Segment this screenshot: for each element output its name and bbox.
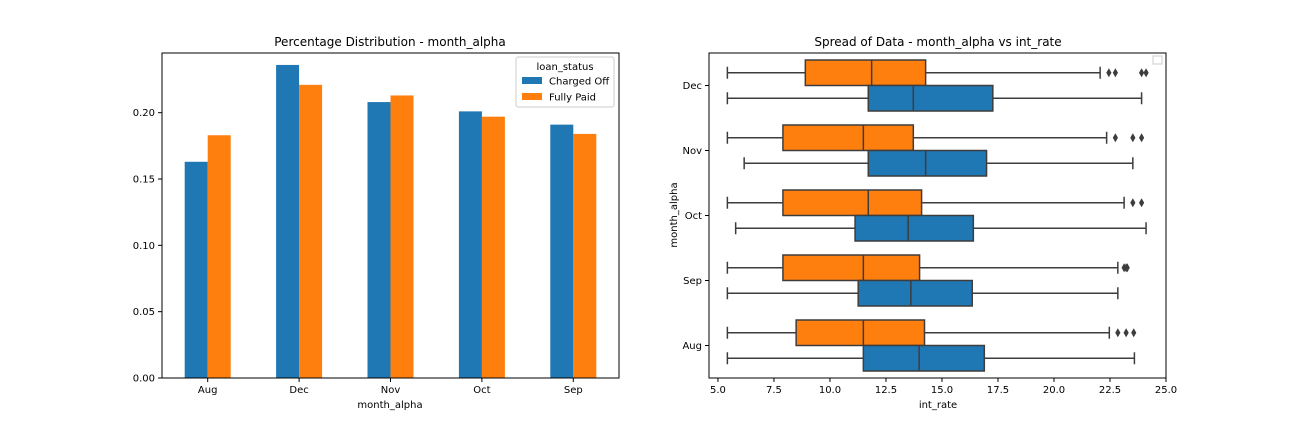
box-fully-paid-dec-outlier-0: [1106, 68, 1112, 78]
box-charged-off-nov-iqr: [867, 149, 988, 177]
x-tick-label-6: 20.0: [1043, 385, 1065, 396]
bar-chart-x-ticks: Aug Dec Nov Oct Sep: [198, 378, 583, 396]
bar-charged-off-oct: [458, 111, 482, 379]
box-fully-paid-dec-outlier-2: [1138, 68, 1145, 78]
y-tick-label-2: 0.10: [133, 241, 155, 252]
x-tick-label-5: 17.5: [987, 385, 1009, 396]
bar-chart-frame: [161, 52, 620, 379]
box-chart-x-axis-title: int_rate: [919, 400, 957, 411]
x-tick-label-8: 25.0: [1155, 385, 1177, 396]
box-chart-boxes: [726, 59, 1149, 372]
y-tick-label-1: 0.05: [133, 307, 155, 318]
box-fully-paid-sep-outlier-2: [1124, 263, 1130, 273]
x-tick-label-0: 5.0: [710, 385, 726, 396]
x-tick-label-3: 12.5: [875, 385, 897, 396]
box-charged-off-dec-iqr: [867, 84, 994, 112]
y-tick-label-4: 0.20: [133, 108, 155, 119]
box-fully-paid-nov-outlier-0: [1112, 133, 1118, 143]
x-tick-label-4: 15.0: [931, 385, 953, 396]
box-chart-x-ticks: 5.0 7.5 10.0 12.5 15.0 17.5 20.0 22.5 25.0: [710, 378, 1177, 396]
bar-chart-title: Percentage Distribution - month_alpha: [274, 35, 506, 49]
y-tick-label-nov: Nov: [682, 146, 702, 157]
box-chart-frame: [708, 52, 1167, 379]
x-tick-label-1: 7.5: [766, 385, 782, 396]
box-chart-empty-legend: [1152, 55, 1163, 65]
x-tick-label-oct: Oct: [473, 385, 490, 396]
bar-fully-paid-aug: [207, 135, 231, 378]
box-charged-off-sep-iqr: [857, 279, 973, 307]
box-charged-off-aug-iqr: [862, 344, 986, 372]
box-fully-paid-sep-iqr: [782, 254, 921, 282]
legend-label-fully-paid: Fully Paid: [549, 93, 596, 104]
legend-swatch-fully-paid: [522, 93, 542, 100]
y-tick-label-3: 0.15: [133, 175, 155, 186]
box-fully-paid-aug-outlier-1: [1123, 328, 1129, 338]
box-fully-paid-nov-outlier-2: [1138, 133, 1145, 143]
y-tick-label-sep: Sep: [683, 276, 702, 287]
legend-label-charged-off: Charged Off: [549, 77, 610, 88]
bar-chart-y-ticks: 0.00 0.05 0.10 0.15 0.20: [133, 108, 162, 385]
box-fully-paid-dec-outlier-3: [1143, 68, 1149, 78]
box-fully-paid-dec-iqr: [804, 59, 927, 87]
x-tick-label-nov: Nov: [381, 385, 401, 396]
box-chart: Spread of Data - month_alpha vs int_rate…: [669, 35, 1177, 411]
box-fully-paid-nov-outlier-1: [1130, 133, 1136, 143]
bar-chart-x-axis-title: month_alpha: [357, 400, 422, 411]
bar-fully-paid-sep: [573, 133, 597, 378]
y-tick-label-aug: Aug: [682, 341, 702, 352]
bar-charged-off-sep: [550, 124, 574, 378]
bar-charged-off-dec: [276, 64, 300, 378]
bar-chart-legend: loan_status Charged Off Fully Paid: [515, 56, 615, 108]
x-tick-label-2: 10.0: [819, 385, 841, 396]
legend-swatch-charged-off: [522, 77, 542, 84]
x-tick-label-7: 22.5: [1099, 385, 1121, 396]
box-chart-y-axis-title: month_alpha: [669, 182, 680, 247]
legend-title: loan_status: [536, 62, 593, 73]
box-fully-paid-oct-iqr: [782, 189, 923, 217]
box-charged-off-oct-iqr: [854, 214, 975, 242]
box-chart-title: Spread of Data - month_alpha vs int_rate: [814, 35, 1061, 49]
box-fully-paid-aug-outlier-2: [1131, 328, 1137, 338]
y-tick-label-dec: Dec: [683, 81, 702, 92]
x-tick-label-aug: Aug: [198, 385, 218, 396]
bar-charged-off-aug: [184, 161, 208, 378]
bar-charged-off-nov: [367, 102, 391, 378]
bar-fully-paid-nov: [390, 95, 414, 379]
bar-fully-paid-oct: [481, 116, 505, 379]
x-tick-label-dec: Dec: [289, 385, 308, 396]
y-tick-label-oct: Oct: [685, 211, 702, 222]
bar-chart-bars: [184, 64, 597, 379]
box-fully-paid-aug-outlier-0: [1115, 328, 1121, 338]
box-fully-paid-oct-outlier-1: [1138, 198, 1145, 208]
bar-fully-paid-dec: [299, 84, 323, 378]
box-fully-paid-dec-outlier-1: [1112, 68, 1118, 78]
box-fully-paid-oct-outlier-0: [1130, 198, 1136, 208]
box-fully-paid-nov-iqr: [782, 124, 915, 152]
box-chart-y-ticks: Dec Nov Oct Sep Aug: [682, 81, 709, 352]
y-tick-label-0: 0.00: [133, 374, 155, 385]
box-fully-paid-aug-iqr: [795, 319, 926, 347]
x-tick-label-sep: Sep: [564, 385, 583, 396]
bar-chart: Percentage Distribution - month_alpha 0.…: [133, 35, 620, 411]
